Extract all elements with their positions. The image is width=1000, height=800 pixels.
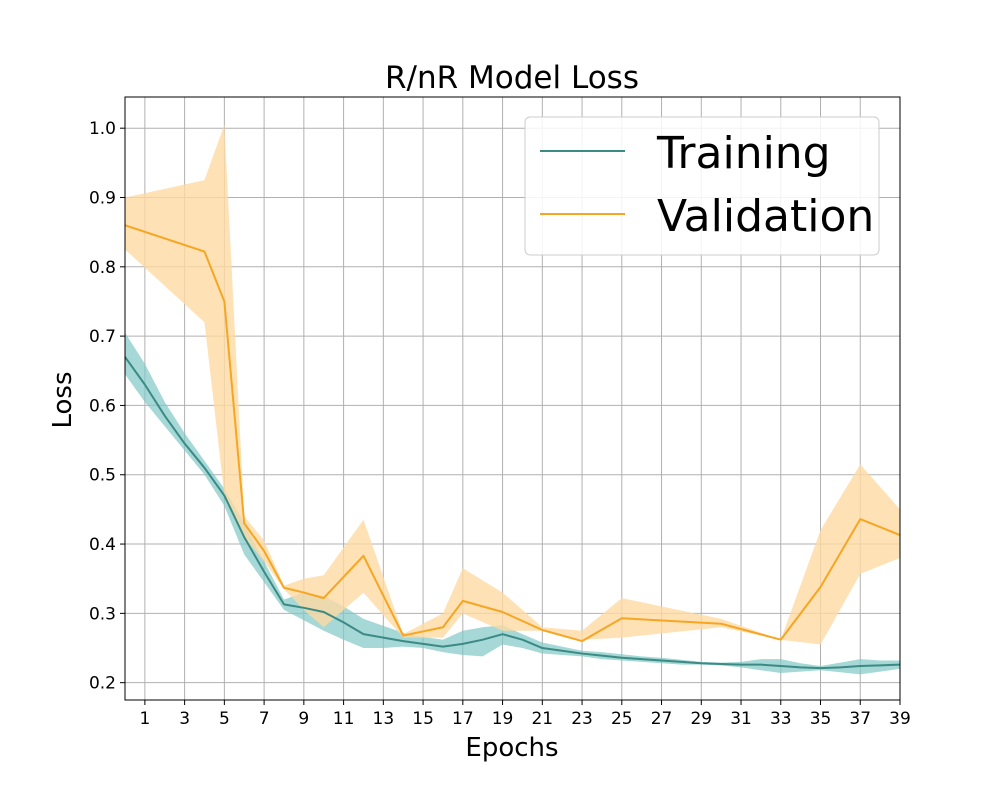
x-tick-label: 5 bbox=[219, 709, 230, 729]
x-tick-label: 3 bbox=[179, 709, 190, 729]
legend-label-training: Training bbox=[656, 128, 831, 179]
x-tick-label: 29 bbox=[690, 709, 712, 729]
x-tick-label: 35 bbox=[810, 709, 832, 729]
y-tick-label: 0.9 bbox=[89, 189, 116, 209]
legend: Training Validation bbox=[524, 116, 880, 256]
x-tick-label: 25 bbox=[611, 709, 633, 729]
x-tick-label: 1 bbox=[139, 709, 150, 729]
x-tick-label: 23 bbox=[571, 709, 593, 729]
series-lines bbox=[124, 224, 901, 670]
x-tick-label: 9 bbox=[298, 709, 309, 729]
validation-line bbox=[124, 224, 901, 643]
training-line bbox=[124, 356, 901, 670]
x-tick-label: 17 bbox=[452, 709, 474, 729]
x-tick-label: 39 bbox=[889, 709, 911, 729]
y-axis-label: Loss bbox=[48, 371, 78, 428]
y-tick-label: 1.0 bbox=[89, 119, 116, 139]
y-tick-label: 0.3 bbox=[89, 604, 116, 624]
x-tick-label: 7 bbox=[259, 709, 270, 729]
x-tick-label: 21 bbox=[531, 709, 553, 729]
x-tick-label: 31 bbox=[730, 709, 752, 729]
y-tick-label: 0.5 bbox=[89, 466, 116, 486]
x-tick-label: 19 bbox=[492, 709, 514, 729]
x-axis-label: Epochs bbox=[465, 733, 558, 763]
y-tick-label: 0.4 bbox=[89, 535, 116, 555]
validation-band bbox=[125, 124, 900, 645]
x-tick-label: 27 bbox=[651, 709, 673, 729]
plot-frame bbox=[124, 96, 901, 701]
x-axis-ticks: 1 3 5 7 9 11 13 15 17 19 21 23 25 27 29 31 33 35 37 39 bbox=[139, 700, 911, 729]
legend-label-validation: Validation bbox=[657, 191, 874, 242]
x-tick-label: 33 bbox=[770, 709, 792, 729]
chart-title: R/nR Model Loss bbox=[385, 60, 639, 96]
x-tick-label: 15 bbox=[412, 709, 434, 729]
confidence-bands bbox=[125, 124, 900, 675]
y-axis-ticks: 0.2 0.3 0.4 0.5 0.6 0.7 0.8 0.9 1.0 bbox=[89, 119, 125, 694]
x-tick-label: 11 bbox=[333, 709, 355, 729]
x-tick-label: 13 bbox=[373, 709, 395, 729]
y-tick-label: 0.7 bbox=[89, 327, 116, 347]
y-tick-label: 0.6 bbox=[89, 396, 116, 416]
x-tick-label: 37 bbox=[849, 709, 871, 729]
y-tick-label: 0.8 bbox=[89, 258, 116, 278]
y-tick-label: 0.2 bbox=[89, 674, 116, 694]
